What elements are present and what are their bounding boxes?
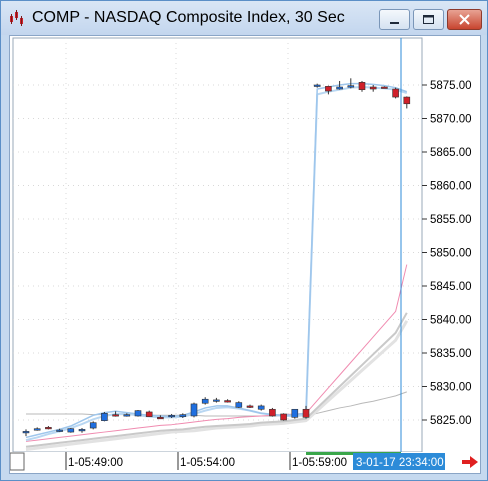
candle-body[interactable] <box>134 410 142 417</box>
y-tick-label: 5850.00 <box>430 248 472 260</box>
y-tick-label: 5875.00 <box>430 80 472 92</box>
candle-body[interactable] <box>336 86 343 90</box>
maximize-icon <box>423 15 434 24</box>
candle-body[interactable] <box>213 399 220 402</box>
moving-average-blue <box>25 82 408 439</box>
y-tick-label: 5840.00 <box>430 315 472 327</box>
candle-body[interactable] <box>168 415 175 418</box>
candle-body[interactable] <box>201 398 209 404</box>
moving-average-gray-2 <box>25 320 409 451</box>
x-tick-label: 1-05:54:00 <box>180 457 235 469</box>
candle-body[interactable] <box>358 82 366 90</box>
candle-body[interactable] <box>145 411 153 417</box>
close-icon <box>459 14 470 25</box>
candle-body[interactable] <box>381 86 388 89</box>
price-chart[interactable]: 5875.00 5870.00 5865.00 5860.00 5855.00 5850.… <box>10 36 480 473</box>
y-tick-label: 5825.00 <box>430 415 472 427</box>
cursor-time-badge <box>353 453 445 470</box>
plot-frame <box>12 37 423 453</box>
maximize-button[interactable] <box>413 9 444 30</box>
moving-average-gray-1 <box>25 312 408 448</box>
y-tick-label: 5855.00 <box>430 214 472 226</box>
y-tick-label: 5830.00 <box>430 382 472 394</box>
candle-body[interactable] <box>369 86 377 90</box>
candle-body[interactable] <box>190 403 198 417</box>
scroll-right-arrow-icon[interactable] <box>460 453 480 471</box>
y-tick-label: 5860.00 <box>430 181 472 193</box>
candle-body[interactable] <box>392 88 399 98</box>
y-tick-label: 5870.00 <box>430 114 472 126</box>
candle-body[interactable] <box>291 408 299 418</box>
moving-average-blue-2 <box>25 86 408 442</box>
window-title: COMP - NASDAQ Composite Index, 30 Sec <box>32 9 345 26</box>
candle-body[interactable] <box>78 429 86 432</box>
candle-body[interactable] <box>101 412 108 421</box>
x-tick-label: 1-05:59:00 <box>292 457 347 469</box>
moving-average-slow <box>26 391 407 417</box>
candle-body[interactable] <box>67 428 75 433</box>
candle-body[interactable] <box>313 84 321 87</box>
cursor-time-label: 3-01-17 23:34:00 <box>356 457 444 469</box>
y-tick-label: 5835.00 <box>430 348 472 360</box>
candle-body[interactable] <box>246 405 254 408</box>
candle-body[interactable] <box>33 428 41 431</box>
candle-body[interactable] <box>403 96 411 105</box>
candle-body[interactable] <box>56 429 63 432</box>
candle-body[interactable] <box>112 414 119 417</box>
candle-body[interactable] <box>157 417 164 420</box>
candle-body[interactable] <box>123 414 131 417</box>
close-button[interactable] <box>447 9 482 30</box>
candle-body[interactable] <box>257 405 265 410</box>
x-tick-label: 1-05:49:00 <box>68 457 123 469</box>
minimize-button[interactable] <box>379 9 410 30</box>
time-axis-box <box>10 452 25 471</box>
candle-body[interactable] <box>325 86 332 92</box>
moving-average-pink <box>25 264 408 442</box>
title-bar[interactable]: COMP - NASDAQ Composite Index, 30 Sec <box>1 1 487 35</box>
candle-body[interactable] <box>22 431 30 434</box>
candle-body[interactable] <box>302 408 310 418</box>
candle-body[interactable] <box>269 408 276 417</box>
y-tick-label: 5845.00 <box>430 281 472 293</box>
chart-area[interactable]: 5875.00 5870.00 5865.00 5860.00 5855.00 5850.… <box>9 35 481 474</box>
candle-body[interactable] <box>235 402 243 408</box>
y-tick-label: 5865.00 <box>430 147 472 159</box>
candle-body[interactable] <box>89 422 97 429</box>
minimize-icon <box>390 22 399 24</box>
candle-body[interactable] <box>224 400 231 403</box>
chart-app-icon <box>10 10 23 26</box>
candle-body[interactable] <box>179 414 187 417</box>
candle-body[interactable] <box>347 85 355 88</box>
candle-body[interactable] <box>280 413 287 421</box>
candle-body[interactable] <box>45 427 52 430</box>
